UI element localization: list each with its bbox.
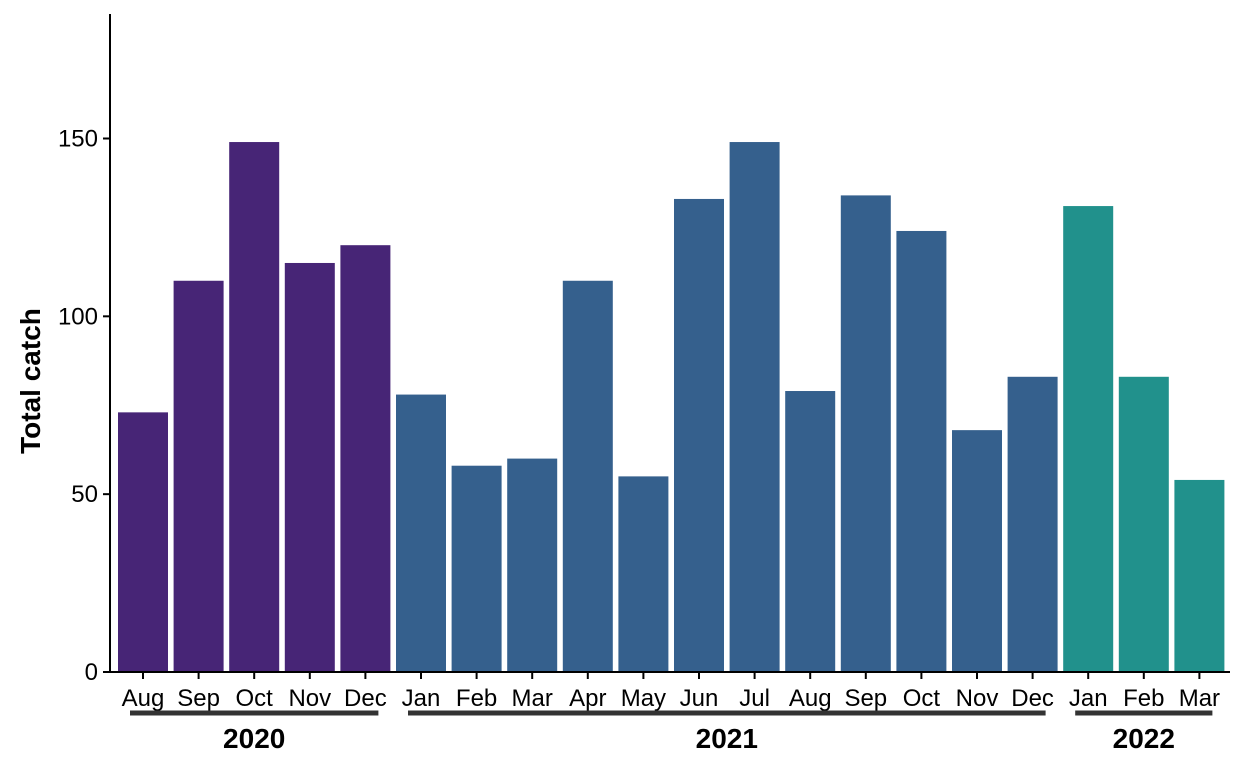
bar xyxy=(896,230,947,672)
bar xyxy=(229,142,280,673)
x-tick-label: Oct xyxy=(236,685,274,712)
x-tick-label: Oct xyxy=(903,685,941,712)
y-axis: 0 50 100 150 xyxy=(58,14,111,686)
bar xyxy=(1174,479,1225,672)
bar xyxy=(840,195,891,672)
y-tick-label: 50 xyxy=(71,481,98,508)
x-axis: Aug Sep Oct Nov Dec Jan Feb Mar Apr May Jun Jul Aug S… xyxy=(110,671,1230,712)
bar xyxy=(674,198,724,672)
x-tick-label: Feb xyxy=(1123,685,1164,712)
bar xyxy=(173,280,224,672)
bar xyxy=(562,280,613,672)
bar xyxy=(1007,376,1058,672)
group-label: 2022 xyxy=(1113,723,1175,754)
x-tick-label: Mar xyxy=(1179,685,1220,712)
x-tick-label: Nov xyxy=(288,685,331,712)
x-tick-label: Sep xyxy=(177,685,220,712)
year-groups: 2020 2021 2022 xyxy=(130,710,1213,754)
bar xyxy=(785,391,836,672)
x-tick-label: Jan xyxy=(402,685,441,712)
x-tick-label: Jun xyxy=(680,685,719,712)
bar xyxy=(396,394,446,672)
bar xyxy=(284,262,335,672)
bar xyxy=(952,430,1002,672)
x-tick-label: Aug xyxy=(122,685,165,712)
x-tick-label: Dec xyxy=(1011,685,1054,712)
x-tick-label: Sep xyxy=(844,685,887,712)
x-tick-label: Feb xyxy=(456,685,497,712)
x-tick-label: Dec xyxy=(344,685,387,712)
bar xyxy=(1063,206,1114,672)
bars xyxy=(118,142,1225,673)
x-tick-label: Mar xyxy=(512,685,553,712)
x-tick-label: Aug xyxy=(789,685,832,712)
bar xyxy=(451,465,502,672)
x-tick-label: Apr xyxy=(569,685,606,712)
bar xyxy=(507,458,558,672)
bar xyxy=(1118,376,1169,672)
x-tick-label: Jul xyxy=(739,685,770,712)
y-tick-label: 100 xyxy=(58,303,98,330)
y-tick-label: 0 xyxy=(85,659,98,686)
group-label: 2021 xyxy=(696,723,758,754)
group-label: 2020 xyxy=(223,723,285,754)
bar xyxy=(618,476,669,672)
y-tick-label: 150 xyxy=(58,125,98,152)
x-tick-label: Nov xyxy=(956,685,999,712)
bar xyxy=(340,245,391,672)
y-axis-label: Total catch xyxy=(15,308,46,454)
bar xyxy=(729,142,780,673)
x-tick-label: May xyxy=(621,685,666,712)
x-tick-label: Jan xyxy=(1069,685,1108,712)
bar xyxy=(118,412,168,672)
